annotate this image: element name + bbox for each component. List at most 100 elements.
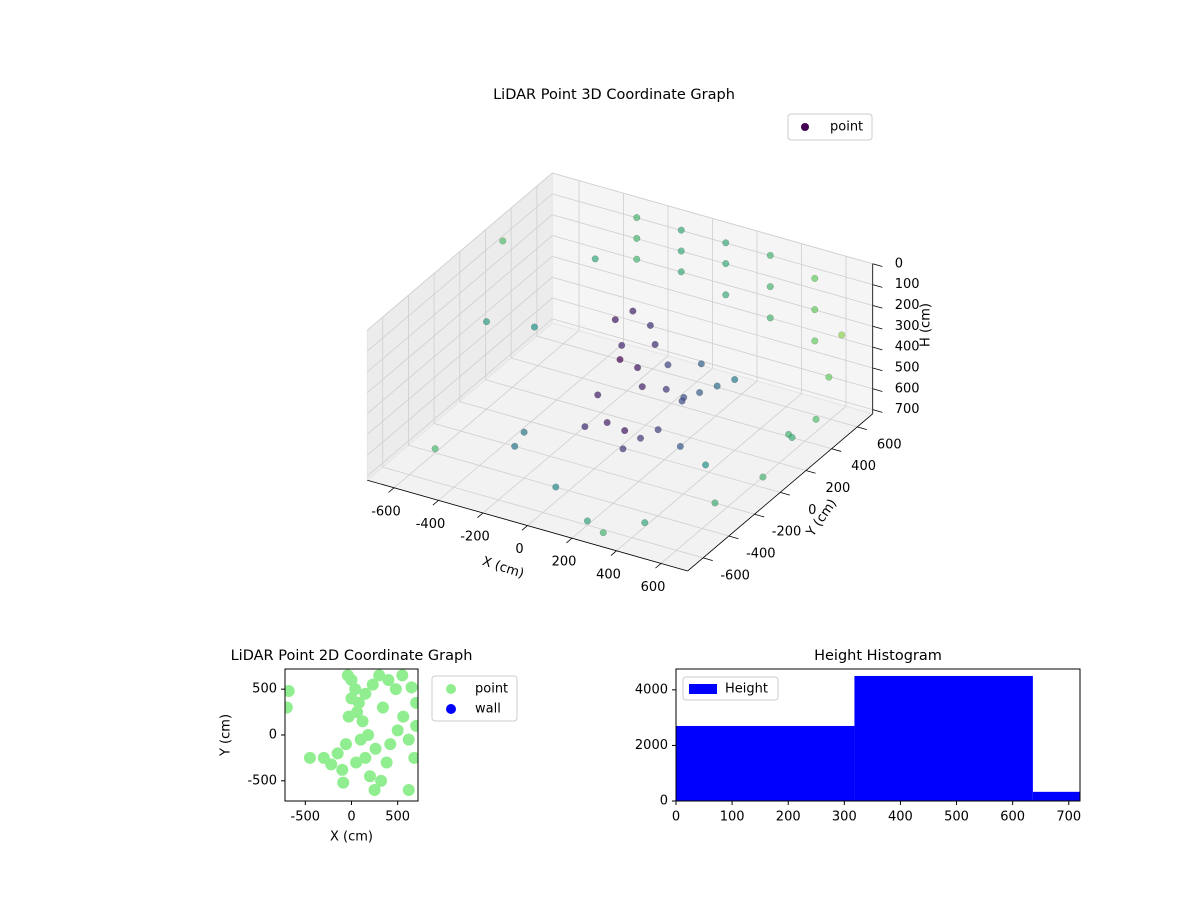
- point: [654, 426, 662, 434]
- tick-mark: [872, 325, 883, 330]
- point: [759, 473, 767, 481]
- x-tick-label: 100: [720, 810, 745, 825]
- grid-line: [485, 379, 807, 471]
- x-tick-label: 500: [944, 810, 969, 825]
- point: [345, 692, 358, 705]
- point: [325, 758, 338, 771]
- point: [676, 442, 684, 450]
- point: [766, 283, 774, 291]
- y-tick-label: 0: [808, 503, 816, 518]
- x-tick-label: 600: [641, 580, 666, 595]
- point: [621, 427, 629, 435]
- tick-mark: [655, 563, 662, 569]
- y-tick-label: 0: [660, 794, 668, 809]
- axis-line: [367, 479, 688, 572]
- z-tick-label: 200: [895, 298, 920, 313]
- point: [581, 423, 589, 431]
- point: [641, 519, 649, 527]
- point: [397, 710, 410, 723]
- grid-line: [367, 172, 553, 331]
- tick-mark: [872, 388, 883, 392]
- tick-mark: [872, 346, 883, 351]
- grid-line: [382, 466, 704, 559]
- point: [382, 674, 395, 686]
- point: [337, 776, 350, 789]
- grid-line: [367, 297, 553, 456]
- y-tick-label: 0: [269, 728, 277, 743]
- point: [552, 483, 560, 491]
- grid-line: [367, 256, 553, 414]
- grid-line: [552, 172, 873, 265]
- y-tick-label: -400: [746, 547, 776, 562]
- y-tick-label: -200: [772, 525, 802, 540]
- point: [619, 445, 627, 453]
- point: [359, 687, 372, 700]
- grid-line: [367, 318, 553, 477]
- grid-line: [367, 193, 553, 352]
- point: [376, 701, 389, 714]
- point: [678, 397, 686, 405]
- point: [811, 337, 819, 345]
- point: [731, 375, 739, 384]
- tick-mark: [872, 305, 883, 309]
- y-tick-label: 200: [825, 481, 850, 496]
- y-tick-label: 2000: [635, 738, 668, 753]
- point: [633, 214, 641, 222]
- chart-title: LiDAR Point 2D Coordinate Graph: [231, 648, 473, 664]
- grid-line: [552, 255, 873, 348]
- point: [766, 314, 774, 322]
- legend-label: point: [830, 120, 863, 135]
- x-tick-label: 700: [1056, 810, 1081, 825]
- point: [384, 738, 397, 751]
- bars: [676, 675, 1080, 801]
- chart-title: LiDAR Point 3D Coordinate Graph: [493, 87, 735, 103]
- tick-mark: [432, 500, 439, 506]
- x-axis-label: X (cm): [480, 554, 526, 582]
- bar: [1032, 791, 1080, 801]
- tick-mark: [388, 487, 395, 493]
- point: [651, 340, 659, 349]
- point: [369, 742, 382, 755]
- grid-line: [433, 423, 755, 515]
- grid-line: [536, 335, 858, 428]
- grid-line: [511, 357, 832, 450]
- x-tick-label: 200: [552, 555, 577, 570]
- point: [375, 774, 388, 787]
- point: [638, 383, 646, 391]
- point: [722, 291, 730, 299]
- point: [811, 306, 819, 314]
- y-tick-label: 4000: [635, 682, 668, 697]
- chart-2d: point wall -500 0 500 -500 0 500 X (cm) Y (cm) LiD…: [219, 648, 518, 845]
- point: [285, 701, 293, 714]
- grid-line: [552, 276, 873, 369]
- y-tick-label: 600: [877, 437, 902, 452]
- z-tick-label: 0: [895, 256, 903, 271]
- legend-marker: [446, 704, 456, 714]
- point: [696, 388, 704, 397]
- y-tick-label: 500: [252, 682, 277, 697]
- grid-line: [367, 276, 553, 435]
- y-tick-label: -600: [720, 568, 750, 583]
- point: [373, 669, 386, 682]
- chart-3d: -600-400-2000200400600-600-400-200020040…: [366, 87, 934, 595]
- point: [389, 683, 402, 696]
- point: [402, 784, 415, 796]
- point: [812, 415, 820, 423]
- point: [611, 316, 619, 324]
- point: [520, 428, 528, 436]
- point: [788, 433, 796, 442]
- z-tick-label: 300: [895, 319, 920, 334]
- point: [349, 683, 362, 696]
- point: [711, 499, 719, 507]
- point: [285, 685, 295, 697]
- legend-label: wall: [475, 702, 501, 717]
- legend-box: [431, 675, 518, 722]
- point: [331, 747, 344, 760]
- point: [677, 268, 685, 276]
- point: [591, 255, 599, 263]
- point: [664, 361, 672, 369]
- point: [722, 239, 730, 247]
- point: [431, 445, 439, 453]
- x-axis-label: X (cm): [330, 830, 373, 845]
- x-tick-label: 0: [515, 542, 523, 557]
